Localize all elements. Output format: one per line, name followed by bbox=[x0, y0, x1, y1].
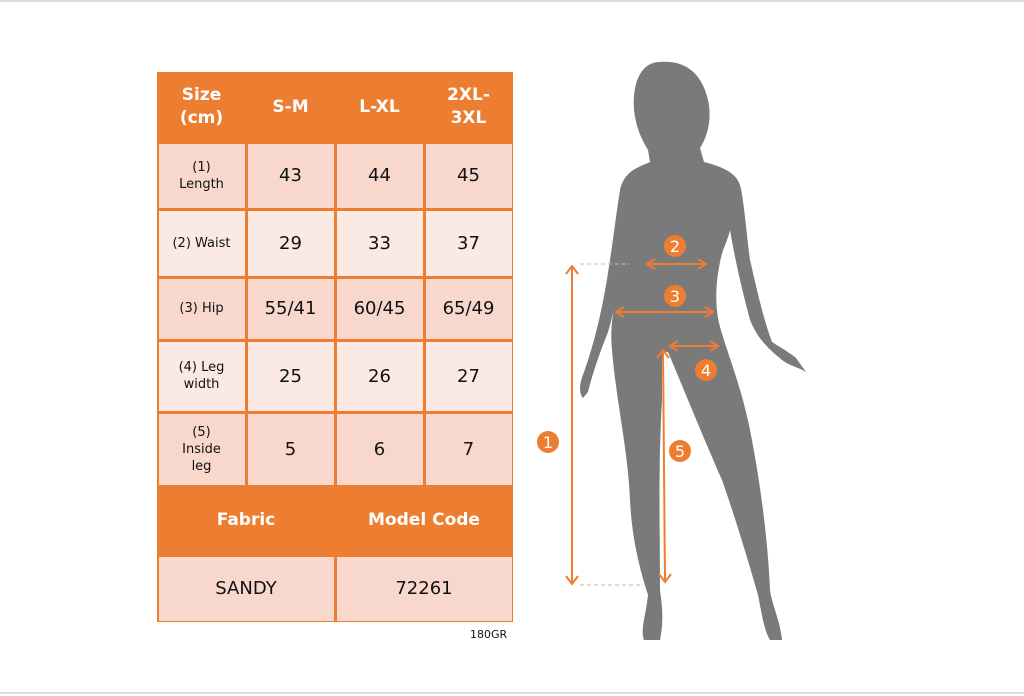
row-label: (1) Length bbox=[158, 143, 245, 208]
size-value-cell: 37 bbox=[425, 210, 512, 276]
model-code-value-text: 72261 bbox=[395, 578, 453, 599]
size-chart-table: Size (cm) S-M L-XL 2XL- 3XL (1) Length 43 44 45… bbox=[157, 72, 513, 622]
row-label: (5) Inside leg bbox=[158, 413, 245, 485]
marker-number: 3 bbox=[670, 287, 680, 306]
row-label-text: (2) Waist bbox=[172, 235, 231, 251]
size-value-cell: 44 bbox=[336, 143, 423, 208]
marker-circle bbox=[664, 285, 686, 307]
size-value-cell-text: 6 bbox=[373, 438, 386, 460]
model-code-header: Model Code bbox=[337, 488, 512, 554]
fabric-value-text: SANDY bbox=[215, 578, 277, 599]
marker-circle bbox=[669, 440, 691, 462]
marker-circle bbox=[537, 431, 559, 453]
size-value-cell-text: 44 bbox=[368, 165, 391, 186]
size-value-cell: 7 bbox=[425, 413, 512, 485]
size-value-cell: 55/41 bbox=[247, 278, 334, 339]
size-value-cell: 43 bbox=[247, 143, 334, 208]
size-value-cell-text: 60/45 bbox=[353, 298, 406, 319]
row-label: (4) Leg width bbox=[158, 341, 245, 411]
size-value-cell: 45 bbox=[425, 143, 512, 208]
size-value-cell-text: 7 bbox=[462, 438, 475, 460]
bottom-border bbox=[0, 692, 1024, 694]
size-value-cell-text: 26 bbox=[368, 365, 391, 387]
size-value-cell-text: 29 bbox=[279, 232, 302, 254]
row-label-text: (5) Inside leg bbox=[182, 424, 221, 474]
header-cell: Size (cm) bbox=[159, 74, 245, 141]
size-value-cell-text: 5 bbox=[284, 438, 297, 460]
header-cell-text: 2XL- 3XL bbox=[447, 85, 490, 128]
measurement-markers: 1 2 3 4 5 bbox=[537, 235, 717, 462]
header-cell-text: S-M bbox=[272, 96, 309, 117]
marker-number: 1 bbox=[543, 433, 553, 452]
size-value-cell-text: 65/49 bbox=[442, 298, 495, 319]
size-value-cell: 27 bbox=[425, 341, 512, 411]
size-value-cell-text: 43 bbox=[279, 165, 302, 186]
fabric-header-text: Fabric bbox=[216, 510, 276, 530]
row-label: (3) Hip bbox=[158, 278, 245, 339]
header-cell: L-XL bbox=[337, 74, 423, 141]
header-cell-text: Size (cm) bbox=[179, 85, 224, 128]
size-value-cell-text: 37 bbox=[457, 232, 480, 254]
top-border bbox=[0, 0, 1024, 2]
size-value-cell: 25 bbox=[247, 341, 334, 411]
size-value-cell-text: 27 bbox=[457, 365, 480, 387]
size-value-cell-text: 25 bbox=[279, 365, 302, 387]
model-code-header-text: Model Code bbox=[368, 510, 480, 530]
size-value-cell: 65/49 bbox=[425, 278, 512, 339]
size-value-cell: 26 bbox=[336, 341, 423, 411]
marker-number: 2 bbox=[670, 237, 680, 256]
row-label-text: (1) Length bbox=[179, 159, 224, 192]
header-cell: 2XL- 3XL bbox=[426, 74, 512, 141]
measurement-guides bbox=[565, 258, 720, 586]
size-value-cell-text: 33 bbox=[368, 232, 391, 254]
row-label: (2) Waist bbox=[158, 210, 245, 276]
size-value-cell: 6 bbox=[336, 413, 423, 485]
size-value-cell: 60/45 bbox=[336, 278, 423, 339]
guide-dashes bbox=[580, 263, 640, 586]
size-value-cell: 5 bbox=[247, 413, 334, 485]
fabric-header: Fabric bbox=[159, 488, 334, 554]
marker-number: 5 bbox=[675, 442, 685, 461]
fabric-value: SANDY bbox=[158, 556, 334, 621]
woman-silhouette bbox=[580, 61, 806, 640]
header-cell-text: L-XL bbox=[359, 96, 400, 117]
model-code-value: 72261 bbox=[336, 556, 512, 621]
marker-circle bbox=[695, 359, 717, 381]
size-value-cell: 33 bbox=[336, 210, 423, 276]
marker-number: 4 bbox=[701, 361, 711, 380]
size-value-cell-text: 45 bbox=[457, 165, 480, 186]
marker-circle bbox=[664, 235, 686, 257]
size-value-cell-text: 55/41 bbox=[264, 298, 317, 319]
fabric-weight-note: 180GR bbox=[470, 628, 508, 641]
row-label-text: (3) Hip bbox=[179, 301, 224, 316]
row-label-text: (4) Leg width bbox=[178, 360, 225, 392]
header-cell: S-M bbox=[248, 74, 334, 141]
size-value-cell: 29 bbox=[247, 210, 334, 276]
